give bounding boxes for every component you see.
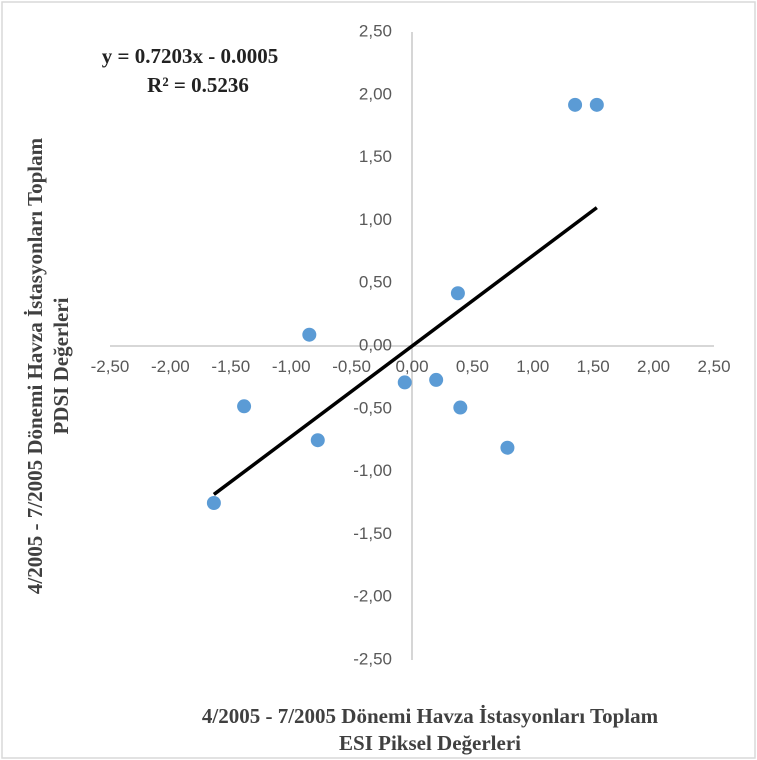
data-point bbox=[568, 97, 583, 112]
x-tick-label: 0,50 bbox=[456, 357, 489, 376]
r-squared: R² = 0.5236 bbox=[147, 73, 249, 97]
data-point bbox=[450, 286, 465, 301]
x-tick-label: -1,50 bbox=[211, 357, 250, 376]
x-tick-label: -1,00 bbox=[272, 357, 311, 376]
x-tick-label: 1,50 bbox=[577, 357, 610, 376]
tick-labels: -2,50 -2,00 -1,50 -1,00 -0,50 0,00 0,50 1,00 1,5… bbox=[91, 21, 731, 668]
y-tick-label: 1,00 bbox=[359, 210, 392, 229]
data-point bbox=[589, 97, 604, 112]
data-point bbox=[206, 496, 221, 510]
data-point bbox=[500, 440, 515, 455]
data-point bbox=[302, 327, 317, 342]
x-tick-label: -2,50 bbox=[91, 357, 130, 376]
y-axis-title-line-2: PDSI Değerleri bbox=[49, 297, 73, 434]
x-tick-label: -0,50 bbox=[332, 357, 371, 376]
data-point bbox=[397, 375, 412, 390]
y-tick-label: -1,50 bbox=[353, 524, 392, 543]
data-point bbox=[429, 372, 444, 387]
x-axis-title-line-2: ESI Piksel Değerleri bbox=[339, 731, 521, 755]
y-tick-label: -0,50 bbox=[353, 398, 392, 417]
y-axis-title-line-1: 4/2005 - 7/2005 Dönemi Havza İstasyonlar… bbox=[23, 137, 47, 594]
y-tick-label: 0,00 bbox=[359, 335, 392, 354]
data-point bbox=[453, 400, 468, 415]
points-layer bbox=[206, 97, 604, 510]
y-tick-label: 2,50 bbox=[359, 21, 392, 40]
y-tick-label: -2,00 bbox=[353, 587, 392, 606]
y-tick-label: 1,50 bbox=[359, 147, 392, 166]
x-tick-label: 1,00 bbox=[516, 357, 549, 376]
y-tick-label: 2,00 bbox=[359, 84, 392, 103]
trendline bbox=[212, 206, 598, 496]
x-tick-label: 2,00 bbox=[637, 357, 670, 376]
x-tick-label: -2,00 bbox=[151, 357, 190, 376]
data-point bbox=[237, 399, 252, 414]
y-tick-label: 0,50 bbox=[359, 273, 392, 292]
y-tick-label: -1,00 bbox=[353, 461, 392, 480]
data-point bbox=[310, 433, 325, 448]
y-tick-label: -2,50 bbox=[353, 649, 392, 668]
x-tick-label: 2,50 bbox=[697, 357, 730, 376]
regression-equation: y = 0.7203x - 0.0005 bbox=[102, 44, 278, 68]
x-axis-title-line-1: 4/2005 - 7/2005 Dönemi Havza İstasyonlar… bbox=[202, 704, 659, 728]
trendline-layer bbox=[212, 206, 598, 496]
x-tick-label: 0,00 bbox=[395, 357, 428, 376]
